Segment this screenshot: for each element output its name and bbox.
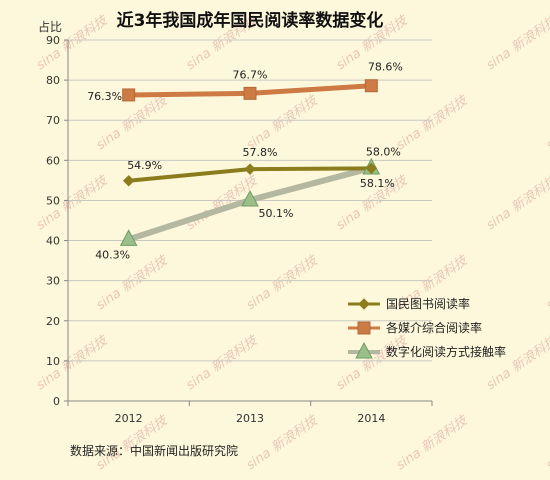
x-tick-label: 2012 [115, 412, 143, 425]
data-point-marker [364, 79, 378, 93]
data-point-marker [122, 175, 135, 187]
data-label: 54.9% [127, 159, 162, 172]
legend-swatch-marker [355, 341, 373, 359]
data-point-marker [243, 86, 257, 100]
y-tick-label: 70 [46, 114, 60, 127]
data-label: 40.3% [95, 248, 130, 261]
axes-layer: 2012 2013 2014 [67, 40, 433, 425]
y-tick-label: 80 [46, 74, 60, 87]
data-label: 76.7% [233, 68, 268, 81]
watermark-text: sina 新浪科技 [183, 332, 262, 394]
chart-title: 近3年我国成年国民阅读率数据变化 [117, 10, 384, 31]
watermark-layer: sina 新浪科技 sina 新浪科技 sina 新浪科技 sina 新浪科技sina… [33, 12, 550, 474]
watermark-text: sina 新浪科技 [333, 332, 412, 394]
y-axis-label: 占比 [38, 19, 62, 34]
data-source-note: 数据来源：中国新闻出版研究院 [70, 443, 238, 458]
y-tick-label: 50 [46, 194, 60, 207]
watermark-text: sina 新浪科技 [543, 92, 550, 154]
data-point-marker [244, 163, 256, 175]
data-label: 58.1% [360, 177, 395, 190]
legend-swatch-marker [358, 298, 370, 310]
y-tick-label: 10 [46, 355, 60, 368]
y-tick-label: 90 [46, 34, 60, 47]
data-label: 78.6% [368, 61, 403, 74]
watermark-text: sina 新浪科技 [483, 332, 550, 394]
y-tick-label: 0 [53, 395, 60, 408]
watermark-text: sina 新浪科技 [243, 252, 322, 314]
series-layer: 54.9% 57.8% 58.0% 76.3% 76.7% 78.6% 40.3% 50.1%… [87, 61, 403, 262]
y-tick-label: 20 [46, 315, 60, 328]
data-label: 76.3% [87, 90, 122, 103]
data-point-marker [122, 88, 136, 102]
watermark-text: sina 新浪科技 [543, 252, 550, 314]
y-tick-label: 30 [46, 275, 60, 288]
watermark-text: sina 新浪科技 [483, 12, 550, 74]
data-point-marker [365, 162, 378, 175]
watermark-text: sina 新浪科技 [483, 172, 550, 234]
watermark-text: sina 新浪科技 [33, 332, 112, 394]
watermark-text: sina 新浪科技 [33, 172, 112, 234]
data-point-marker [241, 189, 259, 207]
legend-swatch-marker [357, 321, 371, 335]
legend-label: 国民图书阅读率 [386, 296, 470, 311]
data-label: 58.0% [366, 145, 401, 158]
watermark-text: sina 新浪科技 [243, 92, 322, 154]
watermark-text: sina 新浪科技 [393, 412, 472, 474]
x-tick-label: 2014 [357, 412, 385, 425]
data-label: 50.1% [259, 207, 294, 220]
y-tick-label: 40 [46, 235, 60, 248]
x-tick-label: 2013 [236, 412, 264, 425]
data-label: 57.8% [243, 146, 278, 159]
data-point-marker [119, 229, 138, 246]
watermark-text: sina 新浪科技 [393, 92, 472, 154]
legend-label: 数字化阅读方式接触率 [386, 344, 506, 359]
watermark-text: sina 新浪科技 [543, 412, 550, 474]
y-tick-label: 60 [46, 154, 60, 167]
legend-label: 各媒介综合阅读率 [386, 320, 482, 335]
